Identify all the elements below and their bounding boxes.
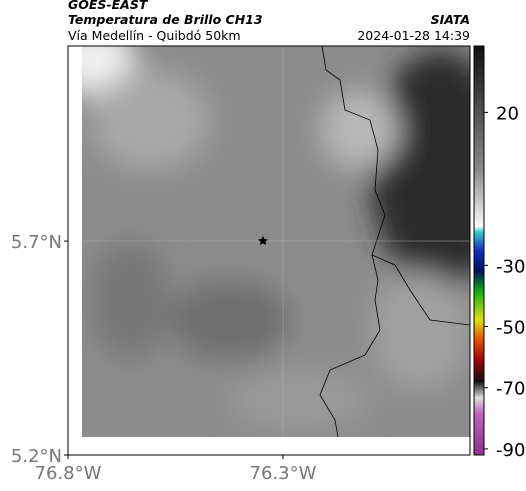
y-tick-label: 5.7°N bbox=[11, 232, 62, 253]
organization: SIATA bbox=[431, 12, 470, 27]
title: Temperatura de Brillo CH13 bbox=[68, 12, 263, 27]
satellite-image bbox=[82, 46, 470, 437]
colorbar bbox=[473, 45, 485, 456]
colorbar-tick-label: -30 bbox=[496, 256, 525, 277]
y-tick-label: 5.2°N bbox=[11, 446, 62, 467]
x-tick-label: 76.3°W bbox=[250, 463, 317, 484]
colorbar-tick-label: -50 bbox=[496, 318, 525, 339]
subtitle: Vía Medellín - Quibdó 50km bbox=[68, 28, 241, 43]
colorbar-tick-label: -90 bbox=[496, 440, 525, 461]
map-frame bbox=[67, 45, 471, 456]
source: GOES-EAST bbox=[68, 0, 149, 12]
colorbar-tick-label: -70 bbox=[496, 379, 525, 400]
colorbar-tick-label: 20 bbox=[496, 103, 519, 124]
x-tick-label: 76.8°W bbox=[35, 463, 102, 484]
datetime: 2024-01-28 14:39 bbox=[357, 28, 470, 43]
